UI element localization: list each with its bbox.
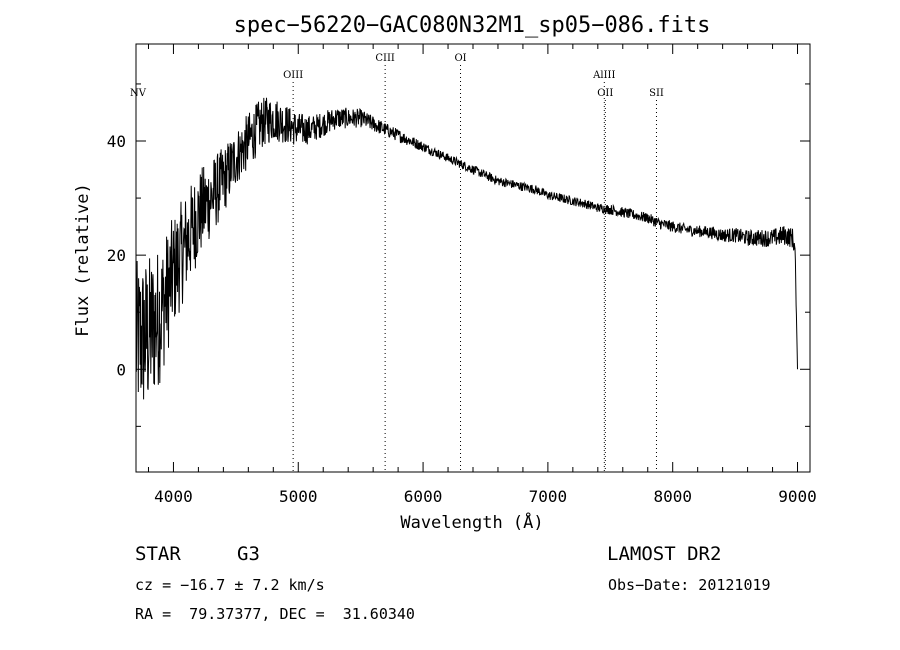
x-tick-label: 4000 <box>154 487 193 506</box>
chart-title: spec−56220−GAC080N32M1_sp05−086.fits <box>234 13 711 38</box>
coordinates-text: RA = 79.37377, DEC = 31.60340 <box>135 605 415 623</box>
y-tick-label: 0 <box>116 360 126 379</box>
x-tick-label: 5000 <box>279 487 318 506</box>
spectral-line-label: OI <box>454 53 466 64</box>
spectral-line-label: NV <box>130 88 147 99</box>
y-tick-label: 40 <box>107 132 126 151</box>
spectrum-line <box>135 97 798 400</box>
spectral-line-label: SII <box>649 88 664 99</box>
y-axis: 0 20 40 <box>107 83 810 427</box>
redshift-text: cz = −16.7 ± 7.2 km/s <box>135 576 325 594</box>
x-tick-label: 6000 <box>404 487 443 506</box>
obs-date-text: Obs−Date: 20121019 <box>608 576 771 594</box>
x-axis-label: Wavelength (Å) <box>400 511 543 533</box>
x-tick-label: 8000 <box>653 487 692 506</box>
spectral-line-label: CIII <box>375 53 395 64</box>
spectrum-layer <box>135 97 798 400</box>
y-tick-label: 20 <box>107 246 126 265</box>
x-axis: 4000 5000 6000 7000 8000 9000 <box>147 44 817 506</box>
x-tick-label: 7000 <box>529 487 568 506</box>
spectral-subclass: G3 <box>237 543 260 565</box>
survey-release: LAMOST DR2 <box>607 543 721 565</box>
spectral-line-label: AlIII <box>592 70 615 81</box>
plot-frame <box>135 43 811 473</box>
x-tick-label: 9000 <box>778 487 817 506</box>
y-axis-label: Flux (relative) <box>73 183 93 337</box>
spectral-line-markers: NV OIII CIII OI AlIII OII SII <box>130 53 664 472</box>
spectral-line-label: OII <box>597 88 613 99</box>
spectral-line-label: OIII <box>283 70 303 81</box>
object-type: STAR <box>135 543 181 565</box>
